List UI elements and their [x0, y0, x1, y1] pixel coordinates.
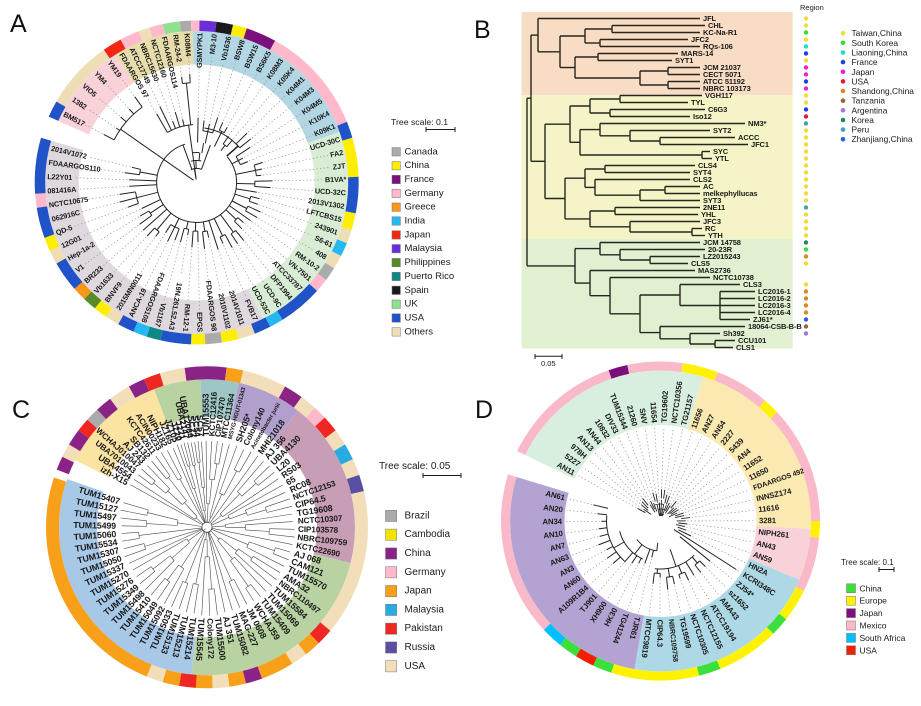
- svg-text:USA: USA: [860, 645, 878, 655]
- svg-text:Japan: Japan: [852, 67, 875, 77]
- svg-text:Philippines: Philippines: [405, 257, 451, 268]
- svg-text:Europe: Europe: [860, 596, 888, 606]
- svg-text:France: France: [405, 174, 435, 185]
- svg-text:TYL: TYL: [691, 98, 705, 107]
- svg-text:B1VA*: B1VA*: [325, 175, 347, 184]
- svg-text:Japan: Japan: [405, 229, 431, 240]
- svg-text:YTL: YTL: [715, 154, 729, 163]
- svg-text:EPGS: EPGS: [195, 312, 204, 332]
- svg-text:Canada: Canada: [405, 146, 439, 157]
- svg-text:Brazil: Brazil: [405, 510, 430, 521]
- svg-text:Russia: Russia: [405, 642, 436, 653]
- svg-text:Germany: Germany: [405, 567, 446, 578]
- svg-text:Korea: Korea: [852, 115, 875, 125]
- svg-text:TG19602: TG19602: [660, 390, 670, 423]
- svg-text:CLS1: CLS1: [736, 343, 755, 352]
- svg-text:SYT2: SYT2: [713, 126, 731, 135]
- svg-text:11654: 11654: [649, 402, 659, 424]
- svg-text:C: C: [12, 396, 30, 424]
- svg-text:China: China: [405, 160, 431, 171]
- svg-text:AN34: AN34: [542, 517, 562, 526]
- svg-text:Spain: Spain: [405, 285, 429, 296]
- svg-text:France: France: [852, 57, 878, 67]
- svg-text:South Korea: South Korea: [852, 38, 899, 48]
- svg-text:B: B: [474, 16, 491, 44]
- svg-text:Japan: Japan: [860, 608, 883, 618]
- svg-text:Tree scale: 0.1: Tree scale: 0.1: [391, 117, 448, 127]
- svg-text:China: China: [860, 583, 882, 593]
- svg-text:Region: Region: [800, 3, 824, 12]
- svg-text:Pakistan: Pakistan: [405, 623, 443, 634]
- svg-text:Tree scale: 0.05: Tree scale: 0.05: [379, 461, 451, 472]
- svg-text:Cambodia: Cambodia: [405, 529, 451, 540]
- svg-text:Greece: Greece: [405, 202, 436, 213]
- svg-text:Japan: Japan: [405, 586, 432, 597]
- svg-text:Peru: Peru: [852, 125, 870, 135]
- svg-text:D: D: [475, 396, 493, 424]
- svg-text:Tanzania: Tanzania: [852, 96, 886, 106]
- svg-text:NM3*: NM3*: [748, 119, 767, 128]
- svg-text:081416A: 081416A: [47, 185, 77, 196]
- svg-text:China: China: [405, 548, 432, 559]
- svg-text:Tree scale: 0.1: Tree scale: 0.1: [841, 558, 894, 567]
- svg-text:CIP64.3: CIP64.3: [655, 619, 664, 647]
- svg-text:USA: USA: [405, 313, 425, 324]
- svg-text:L22Y01: L22Y01: [47, 172, 72, 182]
- svg-text:Puerto Rico: Puerto Rico: [405, 271, 455, 282]
- svg-text:K08M4: K08M4: [183, 33, 194, 58]
- svg-text:Shandong,China: Shandong,China: [852, 86, 915, 96]
- svg-text:SYT1: SYT1: [675, 56, 693, 65]
- svg-text:India: India: [405, 216, 426, 227]
- svg-text:Iso12: Iso12: [693, 112, 712, 121]
- svg-text:Mexico: Mexico: [860, 621, 887, 631]
- svg-text:18064-CSB-B-B: 18064-CSB-B-B: [748, 322, 802, 331]
- svg-text:UK: UK: [405, 299, 419, 310]
- svg-text:0.05: 0.05: [541, 359, 556, 368]
- svg-text:Germany: Germany: [405, 188, 444, 199]
- svg-text:A: A: [10, 10, 27, 38]
- svg-text:3281: 3281: [759, 516, 777, 525]
- svg-text:Malaysia: Malaysia: [405, 604, 445, 615]
- svg-text:USA: USA: [405, 661, 426, 672]
- svg-text:Malaysia: Malaysia: [405, 243, 443, 254]
- svg-text:JFC1: JFC1: [751, 140, 769, 149]
- svg-text:Taiwan,China: Taiwan,China: [852, 28, 903, 38]
- svg-text:Liaoning,China: Liaoning,China: [852, 48, 908, 58]
- svg-text:South Africa: South Africa: [860, 633, 906, 643]
- svg-text:GSMYPK1: GSMYPK1: [195, 33, 205, 68]
- svg-text:ZJT: ZJT: [332, 161, 346, 171]
- svg-text:Argentina: Argentina: [852, 105, 888, 115]
- svg-text:Zhanjiang,China: Zhanjiang,China: [852, 134, 913, 144]
- svg-text:USA: USA: [852, 76, 870, 86]
- svg-text:VGH117: VGH117: [705, 91, 733, 100]
- svg-text:Others: Others: [405, 326, 434, 337]
